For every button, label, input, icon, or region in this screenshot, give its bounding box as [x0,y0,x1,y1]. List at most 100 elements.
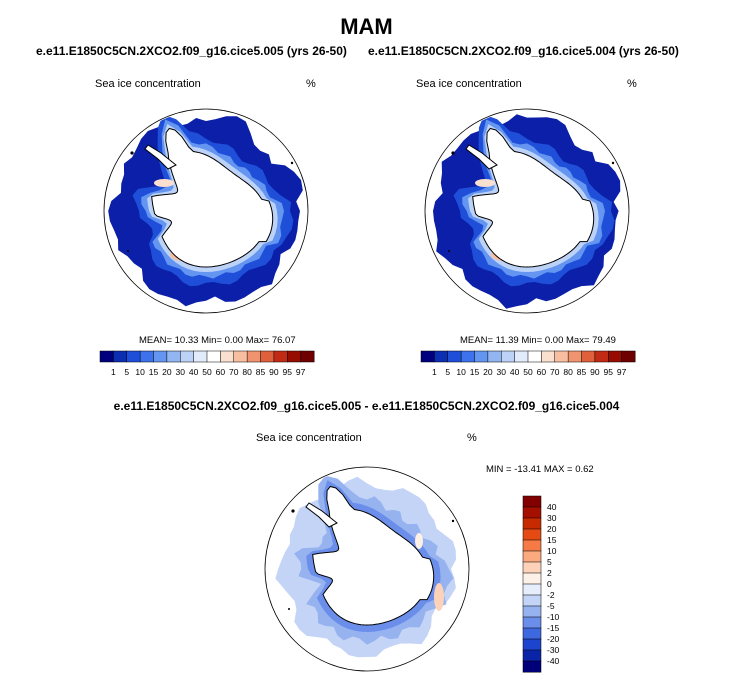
colorbar-box [153,350,168,363]
colorbar-tick-label: -20 [547,634,560,644]
difference-panel-map [264,466,470,672]
colorbar-box [126,350,141,363]
left-max-value: 76.07 [271,335,296,346]
left-mean-value: 10.33 [174,335,199,346]
left-panel-colorbar: 1 5 10 15 20 30 40 50 60 70 80 85 90 95 97 [99,350,315,377]
colorbar-tick-label: 40 [547,502,557,512]
left-panel-variable-label: Sea ice concentration [95,78,201,90]
colorbar-tick-label: 70 [550,367,560,377]
south-america-tip [451,151,455,155]
diff-panel-variable-label: Sea ice concentration [256,432,362,444]
colorbar-box [474,350,489,363]
colorbar-tick-label: 15 [547,535,557,545]
colorbar-tick-label: 5 [124,367,129,377]
colorbar-box [522,583,542,596]
colorbar-box [113,350,128,363]
right-min-label: Min= [521,335,543,346]
diff-panel-stats: MIN = -13.41 MAX = 0.62 [486,464,594,475]
difference-panel-title: e.e11.E1850C5CN.2XCO2.f09_g16.cice5.005 … [113,399,620,413]
colorbar-tick-label: 80 [563,367,573,377]
colorbar-box [522,594,542,607]
right-max-value: 79.49 [592,335,616,346]
colorbar-box [522,638,542,651]
colorbar-box [434,350,449,363]
colorbar-tick-label: 20 [162,367,172,377]
antarctic-peninsula [305,502,338,528]
colorbar-box [420,350,435,363]
map-data-layer [275,475,456,658]
antarctic-peninsula [144,144,177,170]
colorbar-box [522,605,542,618]
colorbar-tick-label: -2 [547,590,555,600]
small-island [288,608,290,610]
colorbar-tick-label: 80 [242,367,252,377]
colorbar-box [99,350,114,363]
map-data-layer [433,114,621,309]
south-america-tip [291,509,295,513]
right-min-value: 0.00 [544,335,564,346]
diff-positive-patch-east [434,583,444,611]
colorbar-tick-label: 30 [176,367,186,377]
right-max-label: Max= [566,335,590,346]
colorbar-box [522,495,542,508]
colorbar-tick-label: 50 [202,367,212,377]
right-panel-case-title: e.e11.E1850C5CN.2XCO2.f09_g16.cice5.004 … [368,44,679,58]
colorbar-box [273,350,288,363]
colorbar-box [487,350,502,363]
kerguelen-island [451,519,455,523]
diff-positive-patch-north [415,533,423,549]
colorbar-box [460,350,475,363]
left-max-label: Max= [245,335,270,346]
antarctica-continent [151,127,274,268]
colorbar-tick-label: 5 [547,557,552,567]
colorbar-box [501,350,516,363]
right-mean-value: 11.39 [495,335,519,346]
antarctica-continent [312,485,435,626]
colorbar-box [287,350,302,363]
left-panel-units-label: % [306,78,316,90]
colorbar-box [594,350,609,363]
colorbar-box [522,561,542,574]
right-mean-label: MEAN= [460,335,493,346]
colorbar-tick-label: 2 [547,568,552,578]
colorbar-box [522,517,542,530]
colorbar-box [246,350,261,363]
season-title: MAM [340,14,393,39]
colorbar-box [180,350,195,363]
colorbar-box [621,350,636,363]
left-panel-stats: MEAN= 10.33 Min= 0.00 Max= 76.07 [139,335,296,346]
colorbar-box [522,660,542,673]
colorbar-box [567,350,582,363]
colorbar-tick-label: 30 [547,513,557,523]
colorbar-tick-label: 1 [432,367,437,377]
colorbar-tick-label: 20 [547,524,557,534]
colorbar-box [522,550,542,563]
colorbar-box [527,350,542,363]
colorbar-tick-label: -10 [547,612,560,622]
antarctic-peninsula [465,144,498,170]
colorbar-tick-label: 10 [135,367,145,377]
left-min-value: 0.00 [224,335,244,346]
colorbar-box [554,350,569,363]
colorbar-box [300,350,315,363]
colorbar-tick-label: 10 [456,367,466,377]
colorbar-box [522,627,542,640]
colorbar-tick-label: 30 [497,367,507,377]
colorbar-tick-label: 5 [445,367,450,377]
map-data-layer [108,114,303,307]
colorbar-tick-label: 15 [149,367,159,377]
colorbar-box [193,350,208,363]
colorbar-box [220,350,235,363]
left-panel-case-title: e.e11.E1850C5CN.2XCO2.f09_g16.cice5.005 … [36,44,347,58]
colorbar-box [206,350,221,363]
colorbar-tick-label: 1 [111,367,116,377]
colorbar-box [522,649,542,662]
colorbar-box [139,350,154,363]
colorbar-box [522,539,542,552]
south-america-tip [130,151,134,155]
small-island [127,250,129,252]
right-panel-map [424,108,630,314]
colorbar-box [447,350,462,363]
kerguelen-island [290,161,294,165]
